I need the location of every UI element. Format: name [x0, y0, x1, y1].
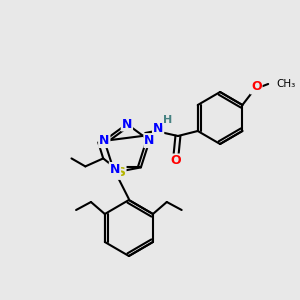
Text: S: S [116, 166, 125, 179]
Text: CH₃: CH₃ [276, 79, 296, 89]
Text: O: O [171, 154, 181, 167]
Text: O: O [251, 80, 262, 94]
Text: N: N [144, 134, 155, 147]
Text: N: N [99, 134, 110, 147]
Text: H: H [164, 115, 172, 125]
Text: N: N [122, 118, 132, 130]
Text: N: N [153, 122, 163, 134]
Text: N: N [110, 163, 120, 176]
